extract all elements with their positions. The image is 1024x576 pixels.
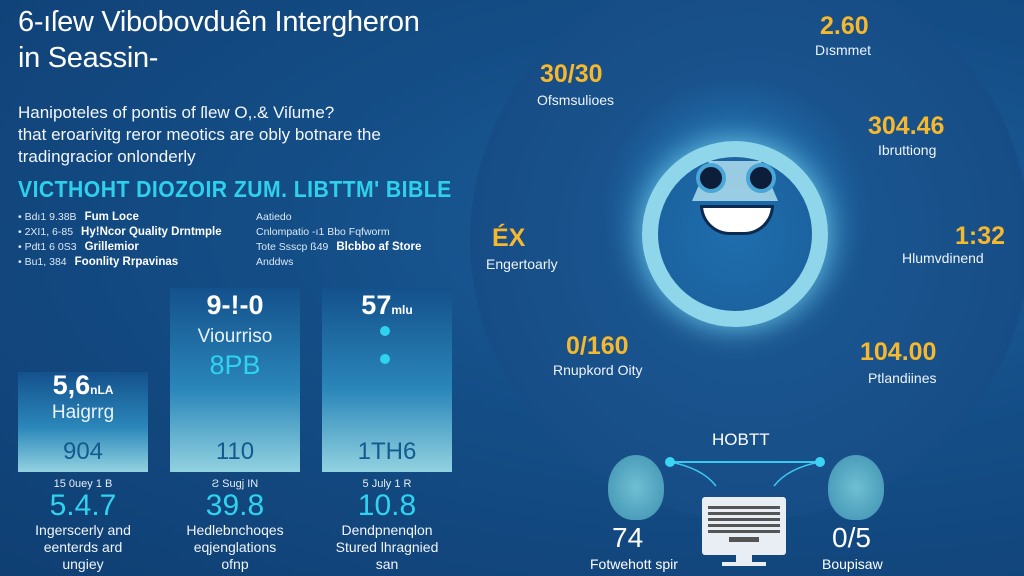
intro-text: Hanipoteles of pontis of ſlew O,.& Viſum… — [18, 102, 381, 168]
list-right: Aatiedo Cnlompatio -ı1 Bbo Fqfworm Tote … — [256, 210, 421, 270]
head-profile-icon — [608, 455, 664, 520]
intro-line: tradingracior onlonderly — [18, 147, 196, 166]
network-left-value: 74 — [612, 522, 644, 553]
pin-icon — [380, 326, 390, 336]
bar-bottom: 904 — [62, 438, 104, 465]
stat-label: Ofsmsulioes — [537, 92, 615, 108]
column-desc: Stured lhragnied — [335, 539, 439, 555]
network-title: HOBTT — [712, 430, 770, 449]
column-2: Ƨ Sugj IN 39.8 Hedlebnchoqes eqjenglatio… — [160, 478, 310, 573]
list-item: • Pdt1 6 0S3 Grillemior — [18, 241, 139, 253]
bar-2: 9-!-0 Viourriso 8PB 110 — [170, 288, 300, 472]
column-label: 15 0uey 1 B — [53, 478, 113, 490]
head-profile-icon — [828, 455, 884, 520]
list-item: Anddws — [256, 256, 294, 268]
network-right-value: 0/5 — [832, 522, 871, 553]
stat-label: Ptlandiines — [868, 370, 937, 386]
list-item: Tote Ssscp ß49 Blcbbo af Store — [256, 241, 422, 253]
list-item: Cnlompatio -ı1 Bbo Fqfworm — [256, 226, 390, 238]
column-desc: ofnp — [221, 556, 249, 572]
stat-value: 1:32 — [955, 222, 1006, 250]
stat-value: 104.00 — [860, 338, 937, 366]
list-item: Aatiedo — [256, 211, 292, 223]
bar-value: 9-!-0 — [206, 290, 264, 320]
stat-label: Engertoarly — [486, 256, 558, 272]
bar-bottom: 1TH6 — [357, 438, 417, 465]
column-desc: Hedlebnchoqes — [186, 522, 284, 538]
list-left: • Bdı1 9.38B Fum Loce • 2XI1, 6-85 Hy!Ncor… — [18, 210, 222, 270]
title-line-1: 6-ıſew Vibobovduên Intergheron — [18, 6, 420, 38]
stat-value: 304.46 — [868, 112, 945, 140]
title-line-2: in Seassin- — [18, 42, 159, 74]
intro-line: Hanipoteles of pontis of ſlew O,.& Viſum… — [18, 103, 335, 122]
column-desc: eenterds ard — [43, 539, 123, 555]
monitor-stand — [736, 555, 752, 563]
smiley-face-icon — [600, 75, 870, 345]
bar-accent: 8PB — [209, 350, 261, 380]
column-number: 10.8 — [357, 489, 417, 522]
pin-icon — [380, 354, 390, 364]
column-3: 5 July 1 R 10.8 Dendpnenqlon Stured lhra… — [312, 478, 462, 573]
monitor-base — [722, 562, 766, 566]
stat-value: ÉX — [492, 224, 526, 252]
computer-monitor-icon — [702, 497, 786, 555]
column-desc: Dendpnenqlon — [341, 522, 433, 538]
column-desc: san — [375, 556, 399, 572]
list-item: • 2XI1, 6-85 Hy!Ncor Quality Drntmple — [18, 226, 222, 238]
stat-value: 30/30 — [540, 60, 603, 88]
stat-value: 0/160 — [566, 332, 629, 360]
stat-label: Hlumvdinend — [902, 250, 984, 266]
intro-line: that eroarivitg reror meotics are obly b… — [18, 125, 381, 144]
bar-value: 5,6nLA — [52, 370, 114, 400]
network-diagram — [665, 457, 825, 487]
bar-value: 57mlu — [361, 290, 413, 320]
network-right-label: Boupisaw — [822, 556, 883, 572]
bar-sub: Viourriso — [197, 326, 273, 347]
network-left-label: Fotwehott spir — [590, 556, 678, 572]
column-label: 5 July 1 R — [362, 478, 412, 490]
column-desc: eqjenglations — [193, 539, 277, 555]
bar-3: 57mlu 1TH6 — [322, 288, 452, 472]
bar-sub: Haigrrg — [51, 402, 115, 423]
stat-value: 2.60 — [820, 12, 869, 40]
stat-label: Ibruttiong — [878, 142, 937, 158]
list-item: • Bu1, 384 Foonlity Rrpavinas — [18, 256, 179, 268]
section-heading: VICTHOHT DIOZOIR ZUM. LIBTTM' BIBLE — [18, 176, 452, 202]
column-desc: Ingerscerly and — [35, 522, 131, 538]
bar-bottom: 110 — [215, 438, 255, 465]
column-1: 15 0uey 1 B 5.4.7 Ingerscerly and eenter… — [8, 478, 158, 573]
column-desc: ungiey — [62, 556, 104, 572]
column-number: 5.4.7 — [49, 489, 117, 522]
stat-label: Rnupkord Oity — [553, 362, 643, 378]
bar-1: 5,6nLA Haigrrg 904 — [18, 370, 148, 472]
list-item: • Bdı1 9.38B Fum Loce — [18, 211, 139, 223]
stat-label: Dısmmet — [815, 42, 871, 58]
column-label: Ƨ Sugj IN — [211, 478, 259, 490]
column-number: 39.8 — [205, 489, 265, 522]
